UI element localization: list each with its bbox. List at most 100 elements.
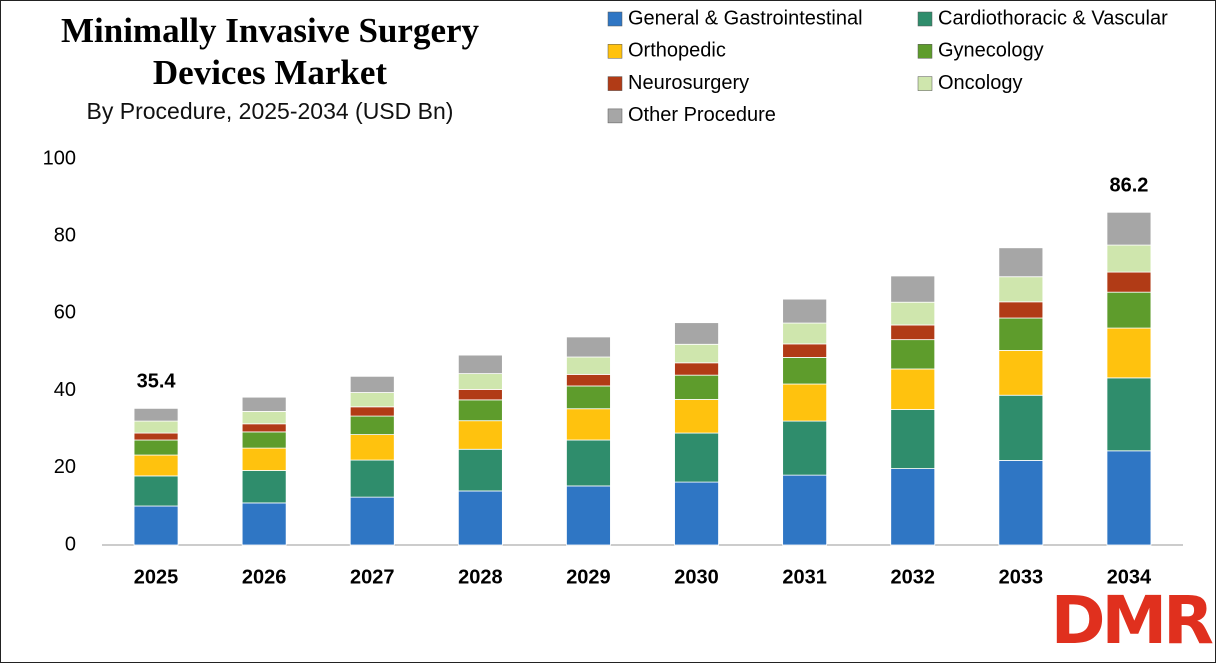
bar-segment <box>998 350 1044 396</box>
x-tick-label: 2031 <box>782 566 827 588</box>
legend-label: General & Gastrointestinal <box>628 7 863 29</box>
bar-segment <box>133 420 179 434</box>
bar-segment <box>1106 271 1152 293</box>
x-tick-label: 2028 <box>458 566 503 588</box>
total-label: 86.2 <box>1109 175 1148 197</box>
bar-segment <box>674 362 719 376</box>
x-tick-label: 2025 <box>134 566 179 588</box>
bar-segment <box>457 420 503 450</box>
bar-segment <box>890 368 936 410</box>
legend-swatch <box>607 108 623 124</box>
bar-segment <box>457 389 503 401</box>
bar-segment <box>890 301 936 326</box>
bar-segment <box>241 447 287 471</box>
bar-segment <box>566 439 611 487</box>
bar-segment <box>1106 327 1152 379</box>
bar-segment <box>457 448 503 492</box>
bar-segment <box>566 408 611 441</box>
bar-segment <box>133 432 179 441</box>
x-tick-label: 2030 <box>674 566 719 588</box>
bar-segment <box>674 322 719 345</box>
y-tick-label: 0 <box>65 533 76 555</box>
legend-swatch <box>607 76 623 91</box>
bar-segment <box>674 432 719 483</box>
y-tick-label: 40 <box>54 379 76 401</box>
bar-segment <box>782 474 828 546</box>
x-tick-label: 2027 <box>350 566 395 588</box>
bar-segment <box>890 324 936 341</box>
bar-segment <box>566 373 611 387</box>
bar-segment <box>133 475 179 507</box>
bar-segment <box>349 375 395 393</box>
y-tick-label: 20 <box>54 456 76 478</box>
bar-segment <box>241 411 287 425</box>
y-tick-label: 100 <box>43 147 76 169</box>
bar-segment <box>133 505 179 546</box>
bar-segment <box>349 406 395 417</box>
bar-segment <box>782 298 828 324</box>
bar-segment <box>998 394 1044 461</box>
logo: DMR <box>1050 582 1214 659</box>
bar-segment <box>566 485 611 546</box>
bar-segment <box>782 383 828 422</box>
bar-segment <box>241 502 287 546</box>
bar-segment <box>998 247 1044 278</box>
x-tick-label: 2034 <box>1107 566 1152 588</box>
bar-segment <box>349 496 395 546</box>
bar-segment <box>349 415 395 436</box>
bar-segment <box>566 385 611 410</box>
bar-segment <box>1106 377 1152 452</box>
bar-segment <box>1106 291 1152 329</box>
chart-subtitle: By Procedure, 2025-2034 (USD Bn) <box>86 98 454 124</box>
bar-segment <box>241 431 287 449</box>
bar-segment <box>566 356 611 375</box>
legend-swatch <box>607 44 623 59</box>
x-tick-label: 2029 <box>566 566 611 588</box>
legend-swatch <box>607 11 623 27</box>
bar-segment <box>998 317 1044 351</box>
bar-segment <box>457 373 503 390</box>
bar-segment <box>133 454 179 477</box>
bar-segment <box>890 468 936 546</box>
bar-segment <box>998 460 1044 546</box>
bar-segment <box>1106 244 1152 273</box>
bar-segment <box>133 407 179 422</box>
bar-segment <box>241 423 287 433</box>
bar-segment <box>674 343 719 364</box>
y-tick-label: 80 <box>54 224 76 246</box>
total-label: 35.4 <box>137 371 177 393</box>
bar-segment <box>782 322 828 345</box>
bar-segment <box>890 409 936 469</box>
bar-segment <box>782 420 828 476</box>
bar-segment <box>890 275 936 303</box>
bar-segment <box>1106 211 1152 246</box>
x-tick-label: 2032 <box>891 566 936 588</box>
bar-segment <box>782 357 828 385</box>
bar-segment <box>457 490 503 546</box>
legend-swatch <box>917 44 933 59</box>
legend-swatch <box>917 11 933 27</box>
bar-segment <box>998 301 1044 319</box>
legend-label: Orthopedic <box>628 40 726 62</box>
chart-title: Minimally Invasive Surgery Devices Marke… <box>60 11 480 92</box>
bar-segment <box>133 439 179 456</box>
legend-label: Oncology <box>938 72 1023 94</box>
x-tick-label: 2033 <box>999 566 1044 588</box>
bar-segment <box>674 481 719 546</box>
bar-segment <box>241 470 287 504</box>
x-tick-label: 2026 <box>242 566 287 588</box>
bar-segment <box>998 276 1044 303</box>
legend-swatch <box>917 76 933 91</box>
bar-segment <box>1106 450 1152 546</box>
bar-segment <box>674 399 719 434</box>
legend-label: Other Procedure <box>628 104 776 126</box>
y-tick-label: 60 <box>54 302 76 324</box>
bar-segment <box>457 354 503 375</box>
bar-segment <box>674 374 719 400</box>
bar-segment <box>349 459 395 498</box>
bar-segment <box>349 392 395 408</box>
bar-segment <box>782 343 828 358</box>
legend-label: Neurosurgery <box>628 72 749 94</box>
